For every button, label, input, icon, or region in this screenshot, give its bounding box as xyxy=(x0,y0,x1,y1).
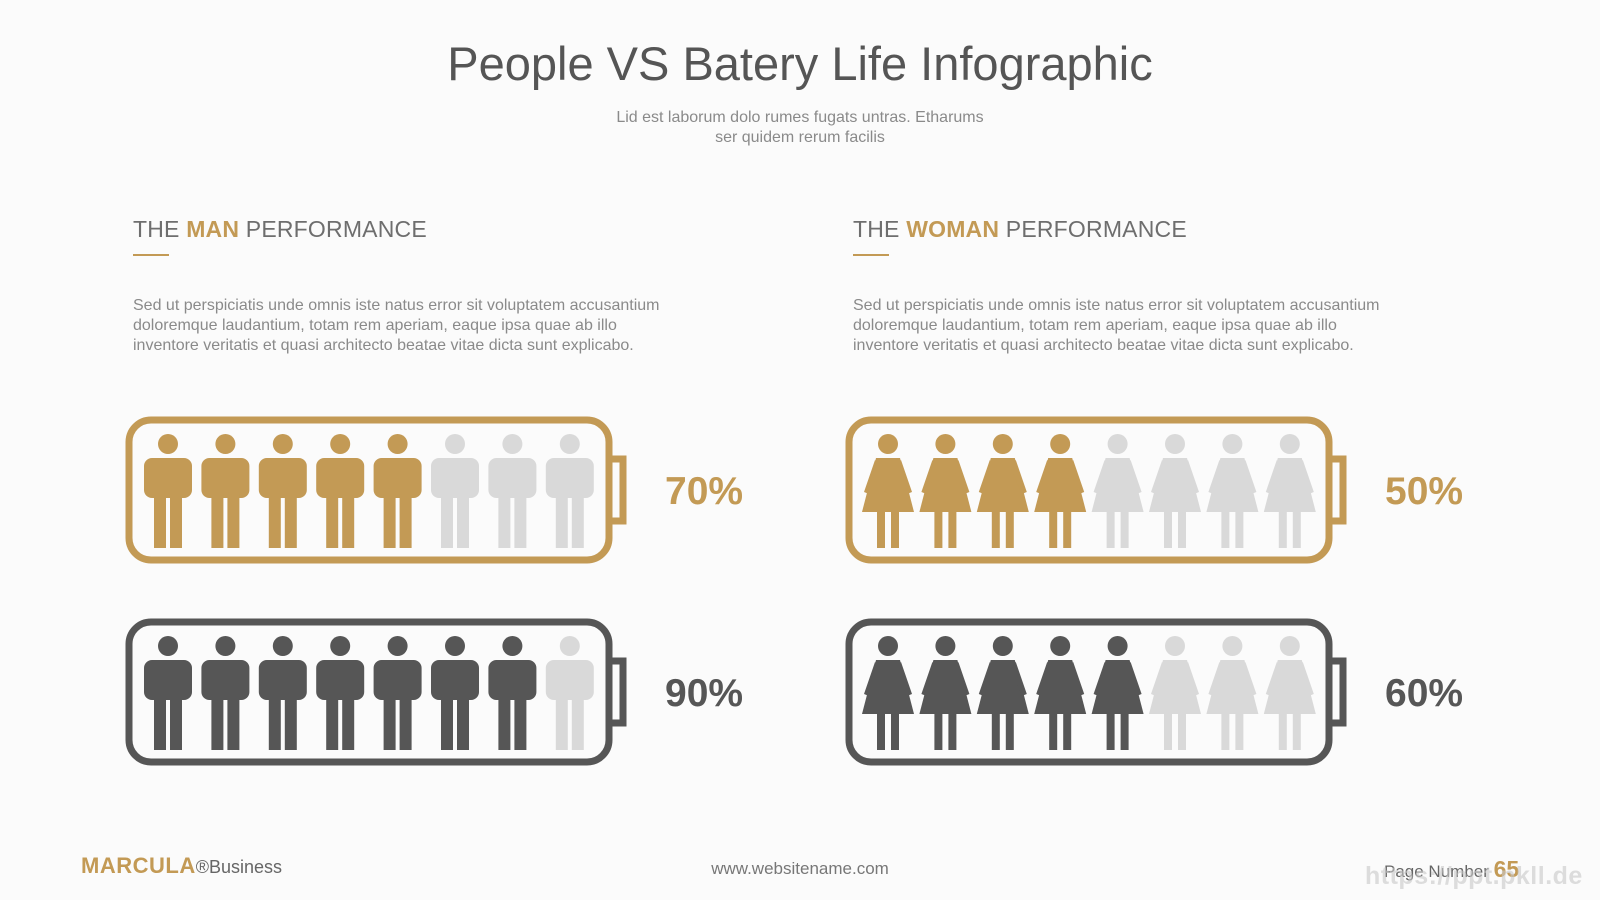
woman-icon xyxy=(1149,434,1201,548)
woman-icon xyxy=(1091,636,1144,750)
heading-suffix: PERFORMANCE xyxy=(999,216,1187,242)
subtitle-line: ser quidem rerum facilis xyxy=(715,129,885,146)
woman-icon xyxy=(919,636,972,750)
woman-icon xyxy=(1034,636,1087,750)
man-icon xyxy=(431,636,479,750)
footer-brand: MARCULA®Business xyxy=(81,853,282,879)
man-battery-gold xyxy=(125,416,627,564)
battery-body xyxy=(125,416,613,564)
man-icon xyxy=(316,434,365,548)
page-title: People VS Batery Life Infographic xyxy=(447,37,1153,90)
woman-panel-body: Sed ut perspiciatis unde omnis iste natu… xyxy=(853,296,1453,356)
man-icon xyxy=(144,636,192,750)
heading-prefix: THE xyxy=(853,216,907,242)
battery-body xyxy=(845,618,1333,766)
footer-page-number: Page Number 65 xyxy=(1384,856,1519,883)
man-icon xyxy=(201,434,250,548)
woman-panel-heading: THE WOMAN PERFORMANCE xyxy=(853,216,1187,243)
brand-name: MARCULA xyxy=(81,853,196,878)
woman-icon xyxy=(1263,636,1316,750)
brand-suffix: ®Business xyxy=(195,857,283,877)
man-icon xyxy=(258,434,307,548)
man-icon xyxy=(488,434,537,548)
battery-cap xyxy=(1329,455,1347,525)
man-battery-dark xyxy=(125,618,627,766)
page-number: 65 xyxy=(1493,856,1520,882)
body-line: Sed ut perspiciatis unde omnis iste natu… xyxy=(853,297,1380,314)
body-line: Sed ut perspiciatis unde omnis iste natu… xyxy=(133,297,660,314)
heading-emphasis: MAN xyxy=(186,216,240,242)
woman-icon xyxy=(862,636,914,750)
man-panel-heading: THE MAN PERFORMANCE xyxy=(133,216,427,243)
man-icon xyxy=(316,636,365,750)
battery-cap xyxy=(1329,657,1347,727)
woman-icon xyxy=(862,434,914,548)
man-dark-percentage: 90% xyxy=(665,672,744,715)
woman-gold-percentage: 50% xyxy=(1385,470,1464,513)
man-heading-rule xyxy=(133,254,169,256)
woman-icon xyxy=(1206,434,1259,548)
battery-body xyxy=(125,618,613,766)
man-icon xyxy=(431,434,479,548)
body-line: inventore veritatis et quasi architecto … xyxy=(853,337,1354,354)
heading-prefix: THE xyxy=(133,216,187,242)
woman-icon xyxy=(976,636,1029,750)
woman-icon xyxy=(1034,434,1087,548)
woman-icon xyxy=(919,434,972,548)
woman-battery-gold xyxy=(845,416,1347,564)
woman-icon xyxy=(1149,636,1201,750)
subtitle-line: Lid est laborum dolo rumes fugats untras… xyxy=(616,109,984,126)
page-subtitle: Lid est laborum dolo rumes fugats untras… xyxy=(550,108,1050,148)
man-icon xyxy=(545,636,594,750)
watermark: https://ppt.pkll.de xyxy=(1365,862,1583,890)
man-icon xyxy=(373,434,422,548)
battery-cap xyxy=(609,657,627,727)
body-line: doloremque laudantium, totam rem aperiam… xyxy=(133,317,617,334)
man-gold-percentage: 70% xyxy=(665,470,744,513)
man-icon xyxy=(144,434,192,548)
page-label: Page Number xyxy=(1384,862,1494,881)
body-line: inventore veritatis et quasi architecto … xyxy=(133,337,634,354)
heading-emphasis: WOMAN xyxy=(906,216,1000,242)
man-icon xyxy=(488,636,537,750)
heading-suffix: PERFORMANCE xyxy=(239,216,427,242)
footer-website: www.websitename.com xyxy=(711,859,889,878)
man-icon xyxy=(373,636,422,750)
man-icon xyxy=(201,636,250,750)
body-line: doloremque laudantium, totam rem aperiam… xyxy=(853,317,1337,334)
woman-icon xyxy=(1263,434,1316,548)
woman-icon xyxy=(1206,636,1259,750)
woman-icon xyxy=(976,434,1029,548)
woman-dark-percentage: 60% xyxy=(1385,672,1464,715)
woman-heading-rule xyxy=(853,254,889,256)
man-icon xyxy=(545,434,594,548)
battery-body xyxy=(845,416,1333,564)
man-icon xyxy=(258,636,307,750)
man-panel-body: Sed ut perspiciatis unde omnis iste natu… xyxy=(133,296,733,356)
woman-battery-dark xyxy=(845,618,1347,766)
battery-cap xyxy=(609,455,627,525)
woman-icon xyxy=(1091,434,1144,548)
